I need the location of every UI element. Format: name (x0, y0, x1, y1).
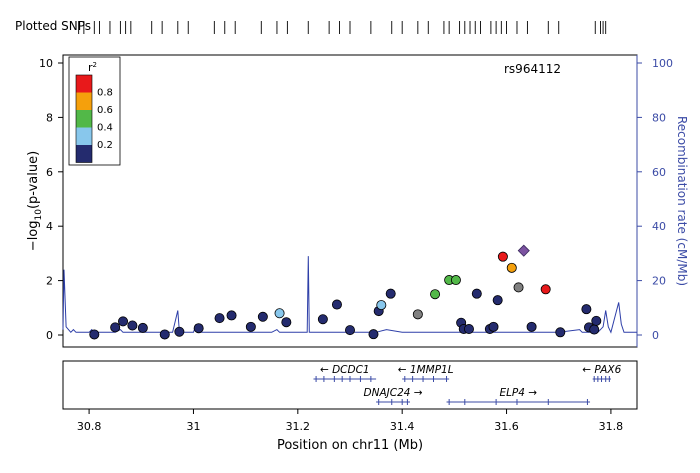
lead-snp-label: rs964112 (504, 62, 561, 76)
y2-axis-ticks: 0 20 40 60 80 100 (637, 57, 673, 342)
snp-point (193, 323, 204, 334)
snp-point (257, 311, 268, 322)
snp-point (488, 321, 499, 332)
gene-name: PAX6 (594, 364, 621, 376)
y2-axis-label: Recombination rate (cM/Mb) (675, 116, 689, 286)
snp-point (214, 313, 225, 324)
legend-title: r2 (88, 61, 97, 74)
snp-point (281, 317, 292, 328)
legend-swatch (76, 92, 92, 110)
gene-label: DNAJC24 → (364, 387, 423, 399)
x-tick-label: 31.4 (390, 420, 415, 433)
snp-point (368, 329, 379, 340)
legend-label: 0.2 (97, 140, 113, 151)
gene-direction: → (410, 387, 422, 399)
y2-tick-label: 60 (652, 166, 666, 179)
y-tick-label: 2 (46, 275, 53, 288)
y-tick-label: 10 (39, 57, 53, 70)
legend-bins: 0.8 0.6 0.4 0.2 (75, 74, 113, 163)
y2-tick-label: 20 (652, 275, 666, 288)
gene-name: DNAJC24 (364, 387, 411, 399)
legend-swatch (76, 127, 92, 145)
gene-name: DCDC1 (332, 364, 370, 376)
snp-point (581, 304, 592, 315)
snp-track-label: Plotted SNPs (15, 19, 91, 33)
y2-tick-label: 100 (652, 57, 673, 70)
ld-legend: r2 0.8 0.6 0.4 0.2 (68, 56, 121, 166)
gene-direction: ← (582, 364, 594, 376)
y-axis-label: −log10(p-value) (26, 151, 44, 251)
x-tick-label: 31.8 (599, 420, 624, 433)
legend-swatch (76, 110, 92, 128)
snp-point (118, 316, 129, 327)
snp-point (412, 309, 423, 320)
snp-point (591, 315, 602, 326)
gene-name: 1MMP1L (410, 364, 454, 376)
y-axis-ticks: 0 2 4 6 8 10 (39, 57, 63, 342)
snp-point (589, 324, 600, 335)
snp-point (317, 314, 328, 325)
snp-point (471, 288, 482, 299)
snp-point (463, 324, 474, 335)
snp-point (506, 262, 517, 273)
legend-swatch (76, 75, 92, 93)
snp-point (450, 275, 461, 286)
x-tick-label: 31 (186, 420, 200, 433)
x-axis-label: Position on chr11 (Mb) (277, 438, 423, 453)
snp-point (174, 326, 185, 337)
snp-point (245, 321, 256, 332)
y-tick-label: 0 (46, 329, 53, 342)
y2-tick-label: 0 (652, 329, 659, 342)
gene-panel (62, 360, 638, 410)
snp-point (430, 289, 441, 300)
snp-point (159, 329, 170, 340)
snp-point (344, 325, 355, 336)
snp-point (376, 300, 387, 311)
snp-point (137, 322, 148, 333)
gene-name: ELP4 (499, 387, 525, 399)
legend-bar-outline (75, 74, 93, 163)
gene-direction: → (525, 387, 537, 399)
y2-tick-label: 40 (652, 220, 666, 233)
snp-point (127, 320, 138, 331)
y2-tick-label: 80 (652, 111, 666, 124)
snp-point (274, 308, 285, 319)
snp-point (385, 288, 396, 299)
gene-label: ELP4 → (499, 387, 537, 399)
snp-point (540, 284, 551, 295)
x-tick-label: 31.6 (494, 420, 519, 433)
y-tick-label: 4 (46, 220, 53, 233)
snp-point (513, 282, 524, 293)
y-tick-label: 8 (46, 111, 53, 124)
snp-track (78, 21, 607, 34)
snp-point (497, 251, 508, 262)
snp-point (110, 322, 121, 333)
snp-point (226, 310, 237, 321)
snp-point (331, 299, 342, 310)
x-tick-label: 30.8 (77, 420, 102, 433)
legend-label: 0.6 (97, 105, 113, 116)
legend-swatch (76, 145, 92, 163)
legend-label: 0.4 (97, 123, 113, 134)
gene-label: ← DCDC1 (320, 364, 370, 376)
y-tick-label: 6 (46, 166, 53, 179)
snp-points (89, 251, 602, 340)
gene-direction: ← (320, 364, 332, 376)
gene-label: ← 1MMP1L (398, 364, 454, 376)
snp-point (89, 329, 100, 340)
snp-point (555, 327, 566, 338)
recombination-rate-line (62, 256, 637, 334)
plot-frame (62, 54, 638, 348)
legend-label: 0.8 (97, 88, 113, 99)
gene-direction: ← (398, 364, 410, 376)
lead-snp-marker (517, 244, 530, 257)
gene-label: ← PAX6 (582, 364, 621, 376)
x-axis-ticks: 30.8 31 31.2 31.4 31.6 31.8 (77, 409, 623, 433)
snp-point (492, 295, 503, 306)
x-tick-label: 31.2 (286, 420, 311, 433)
snp-point (526, 321, 537, 332)
